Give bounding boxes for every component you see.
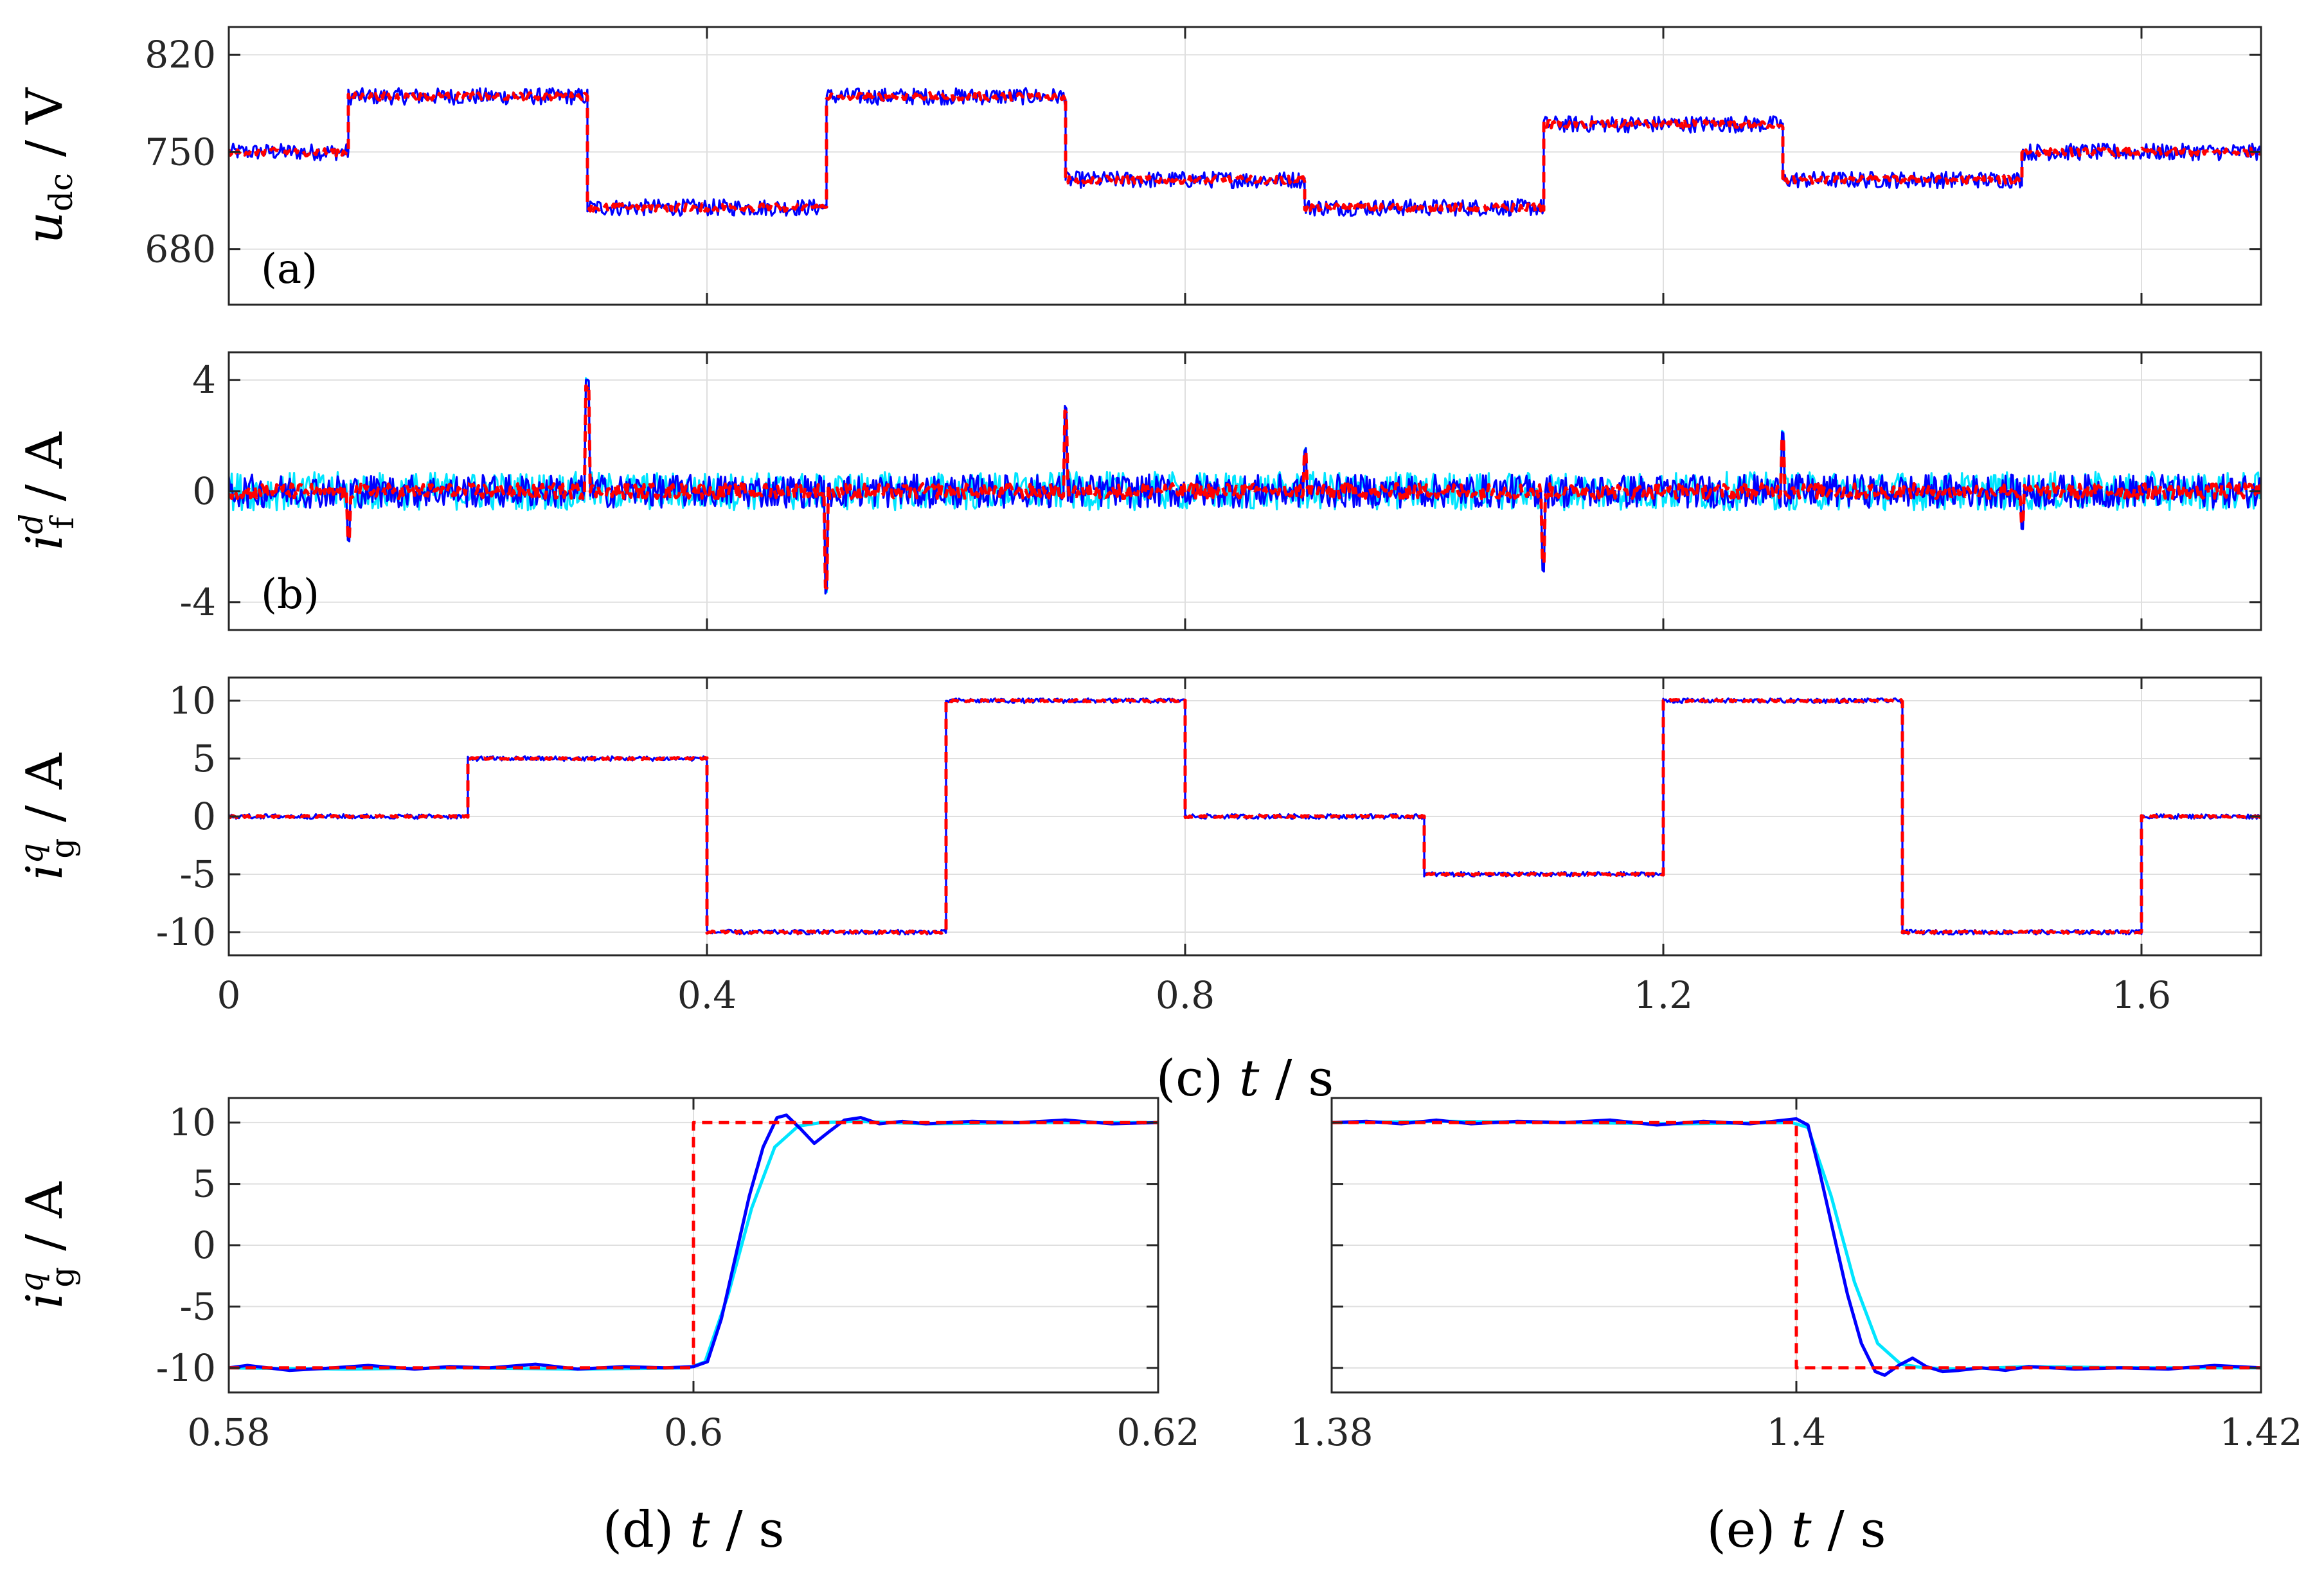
- x-tick-label: 0.8: [1156, 973, 1215, 1017]
- x-tick-label: 0: [217, 973, 241, 1017]
- x-tick-label: 1.38: [1290, 1410, 1373, 1454]
- y-tick-label: 0: [192, 1223, 216, 1267]
- y-axis-label: udc / V: [16, 87, 80, 244]
- x-tick-label: 1.6: [2112, 973, 2171, 1017]
- y-tick-label: 0: [192, 795, 216, 838]
- series-group-a: [229, 87, 2261, 217]
- y-tick-label: -4: [180, 580, 217, 624]
- y-tick-label: 10: [168, 1101, 216, 1144]
- x-tick-label: 0.6: [664, 1410, 723, 1454]
- series-measured_a: [229, 87, 2261, 217]
- y-tick-label: -10: [156, 1346, 216, 1390]
- series-group-b: [229, 377, 2261, 595]
- x-tick-label: 0.4: [677, 973, 737, 1017]
- plot-area: [229, 27, 2261, 305]
- panel-b: -4 0 4 (b) idf / A: [13, 351, 2262, 631]
- y-axis-label: iqg / A: [13, 752, 81, 880]
- panel-d: -10 -5 0 5 10 0.58 0.6 0.62 iqg / A (d) t / s: [13, 1097, 1200, 1559]
- panel-label: (b): [261, 571, 319, 618]
- y-tick-label: 4: [192, 358, 216, 402]
- series-group-d: [229, 1113, 1158, 1372]
- y-tick-label: 5: [192, 1162, 216, 1206]
- x-axis-label: (d) t / s: [603, 1501, 785, 1559]
- y-tick-label: 680: [145, 228, 216, 271]
- x-tick-label: 1.2: [1634, 973, 1693, 1017]
- series-reference: [229, 383, 2261, 590]
- panel-a: 680 750 820 (a) udc / V: [16, 26, 2262, 306]
- x-axis-label: (c) t / s: [1156, 1050, 1334, 1108]
- y-tick-label: 0: [192, 469, 216, 513]
- series-group-c: [229, 697, 2261, 936]
- y-tick-label: -5: [180, 852, 217, 896]
- x-axis-label: (e) t / s: [1706, 1501, 1886, 1559]
- series-measured_a: [229, 1113, 1158, 1372]
- series-reference: [229, 1120, 1158, 1370]
- x-tick-label: 1.42: [2219, 1410, 2302, 1454]
- y-tick-label: 10: [168, 679, 216, 723]
- x-tick-label: 0.62: [1116, 1410, 1199, 1454]
- panel-c: -10 -5 0 5 10 0 0.4 0.8 1.2 1.6 iqg / A (c) t / s: [13, 676, 2262, 1108]
- panel-e: 1.38 1.4 1.42 (e) t / s: [1290, 1097, 2303, 1559]
- y-tick-label: -10: [156, 910, 216, 954]
- series-reference: [229, 698, 2261, 935]
- y-tick-label: 5: [192, 737, 216, 780]
- y-axis-label: idf / A: [13, 431, 81, 550]
- y-axis-label: iqg / A: [13, 1181, 81, 1309]
- y-tick-label: 750: [145, 130, 216, 174]
- y-tick-label: -5: [180, 1284, 217, 1328]
- series-group-e: [1332, 1117, 2261, 1377]
- x-tick-label: 0.58: [187, 1410, 270, 1454]
- y-tick-label: 820: [145, 33, 216, 76]
- series-reference: [1332, 1120, 2261, 1370]
- x-tick-label: 1.4: [1767, 1410, 1826, 1454]
- axes-box: [228, 26, 2262, 306]
- panel-label: (a): [261, 246, 317, 293]
